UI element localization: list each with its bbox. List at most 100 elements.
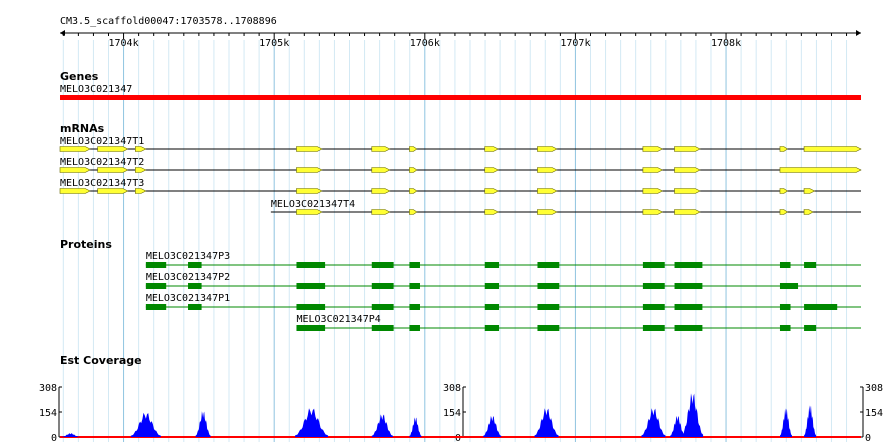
coverage-track[interactable]: Est Coverage 308 154 0 308 154 0 308 154 0	[39, 354, 883, 444]
gene-feature[interactable]	[60, 95, 861, 100]
mrna-exon[interactable]	[135, 146, 147, 152]
gene-features[interactable]: MELO3C021347	[60, 84, 861, 100]
mrna-exon[interactable]	[296, 146, 323, 152]
mrna-exon[interactable]	[779, 209, 789, 215]
protein-block[interactable]	[484, 325, 500, 331]
mrna-exon[interactable]	[97, 167, 129, 173]
protein-block[interactable]	[674, 304, 703, 310]
protein-block[interactable]	[409, 325, 420, 331]
mrna-exon[interactable]	[803, 209, 814, 215]
mrna-exon[interactable]	[642, 167, 664, 173]
protein-block[interactable]	[642, 304, 665, 310]
mrna-exon[interactable]	[484, 188, 499, 194]
mrna-exon[interactable]	[59, 188, 91, 194]
protein-block[interactable]	[188, 283, 202, 289]
protein-block[interactable]	[804, 325, 817, 331]
protein-block[interactable]	[779, 262, 791, 268]
protein-feature[interactable]: MELO3C021347P2	[145, 272, 861, 289]
mrna-exon[interactable]	[296, 209, 323, 215]
protein-block[interactable]	[296, 262, 326, 268]
protein-block[interactable]	[409, 262, 420, 268]
protein-block[interactable]	[674, 262, 703, 268]
protein-block[interactable]	[188, 262, 202, 268]
mrna-feature[interactable]: MELO3C021347T2	[59, 157, 862, 173]
mrna-exon[interactable]	[135, 167, 147, 173]
mrna-exon[interactable]	[642, 209, 664, 215]
mrna-exon[interactable]	[537, 188, 558, 194]
protein-block[interactable]	[371, 304, 394, 310]
protein-block[interactable]	[145, 262, 167, 268]
mrna-exon[interactable]	[674, 146, 701, 152]
protein-block[interactable]	[371, 283, 394, 289]
mrna-exon[interactable]	[409, 209, 418, 215]
protein-block[interactable]	[296, 304, 326, 310]
protein-block[interactable]	[296, 283, 326, 289]
protein-block[interactable]	[537, 304, 560, 310]
protein-block[interactable]	[371, 262, 394, 268]
protein-block[interactable]	[145, 283, 167, 289]
protein-block[interactable]	[409, 304, 420, 310]
mrna-exon[interactable]	[674, 167, 701, 173]
mrnas-track[interactable]: mRNAs MELO3C021347T1MELO3C021347T2MELO3C…	[59, 122, 862, 215]
mrna-exon[interactable]	[779, 188, 789, 194]
mrna-exon[interactable]	[371, 146, 391, 152]
mrna-exon[interactable]	[537, 167, 558, 173]
protein-block[interactable]	[674, 325, 703, 331]
protein-block[interactable]	[296, 325, 326, 331]
protein-block[interactable]	[779, 283, 799, 289]
protein-block[interactable]	[145, 304, 167, 310]
protein-feature[interactable]: MELO3C021347P3	[145, 251, 861, 268]
mrna-exon[interactable]	[97, 188, 129, 194]
protein-block[interactable]	[642, 325, 665, 331]
proteins-track[interactable]: Proteins MELO3C021347P3MELO3C021347P2MEL…	[60, 238, 861, 331]
mrna-feature[interactable]: MELO3C021347T4	[270, 199, 861, 215]
protein-block[interactable]	[537, 325, 560, 331]
mrna-exon[interactable]	[135, 188, 147, 194]
mrna-exon[interactable]	[371, 188, 391, 194]
protein-block[interactable]	[484, 262, 500, 268]
protein-features[interactable]: MELO3C021347P3 MELO3C021347P2 MELO3C021347…	[145, 251, 861, 331]
mrna-exon[interactable]	[537, 209, 558, 215]
mrna-exon[interactable]	[409, 188, 418, 194]
protein-block[interactable]	[674, 283, 703, 289]
mrna-exon[interactable]	[409, 146, 418, 152]
mrna-feature[interactable]: MELO3C021347T1	[59, 136, 862, 152]
mrna-exon[interactable]	[674, 209, 701, 215]
protein-block[interactable]	[642, 283, 665, 289]
ruler-track[interactable]: CM3.5_scaffold00047:1703578..1708896 170…	[60, 16, 861, 49]
mrna-exon[interactable]	[59, 146, 91, 152]
mrna-exon[interactable]	[484, 146, 499, 152]
mrna-exon[interactable]	[537, 146, 558, 152]
mrna-exon[interactable]	[484, 209, 499, 215]
protein-block[interactable]	[779, 304, 791, 310]
mrna-exon[interactable]	[803, 146, 862, 152]
mrna-exon[interactable]	[371, 209, 391, 215]
protein-block[interactable]	[779, 325, 791, 331]
mrna-exon[interactable]	[642, 188, 664, 194]
mrna-exon[interactable]	[59, 167, 91, 173]
mrna-exon[interactable]	[803, 188, 816, 194]
mrna-exon[interactable]	[97, 146, 129, 152]
protein-feature[interactable]: MELO3C021347P1	[145, 293, 861, 310]
genes-track[interactable]: Genes MELO3C021347	[60, 70, 861, 100]
mrna-exon[interactable]	[642, 146, 664, 152]
protein-block[interactable]	[409, 283, 420, 289]
protein-block[interactable]	[537, 283, 560, 289]
mrna-exon[interactable]	[296, 188, 323, 194]
protein-block[interactable]	[188, 304, 202, 310]
protein-block[interactable]	[537, 262, 560, 268]
mrna-features[interactable]: MELO3C021347T1 MELO3C021347T2 MELO3C021347…	[59, 136, 862, 215]
mrna-exon[interactable]	[779, 167, 862, 173]
protein-block[interactable]	[371, 325, 394, 331]
protein-block[interactable]	[804, 304, 838, 310]
protein-block[interactable]	[804, 262, 817, 268]
mrna-feature[interactable]: MELO3C021347T3	[59, 178, 861, 194]
protein-block[interactable]	[642, 262, 665, 268]
mrna-exon[interactable]	[484, 167, 499, 173]
mrna-exon[interactable]	[296, 167, 323, 173]
protein-block[interactable]	[484, 283, 500, 289]
mrna-exon[interactable]	[674, 188, 701, 194]
protein-feature[interactable]: MELO3C021347P4	[296, 314, 861, 331]
protein-block[interactable]	[484, 304, 500, 310]
